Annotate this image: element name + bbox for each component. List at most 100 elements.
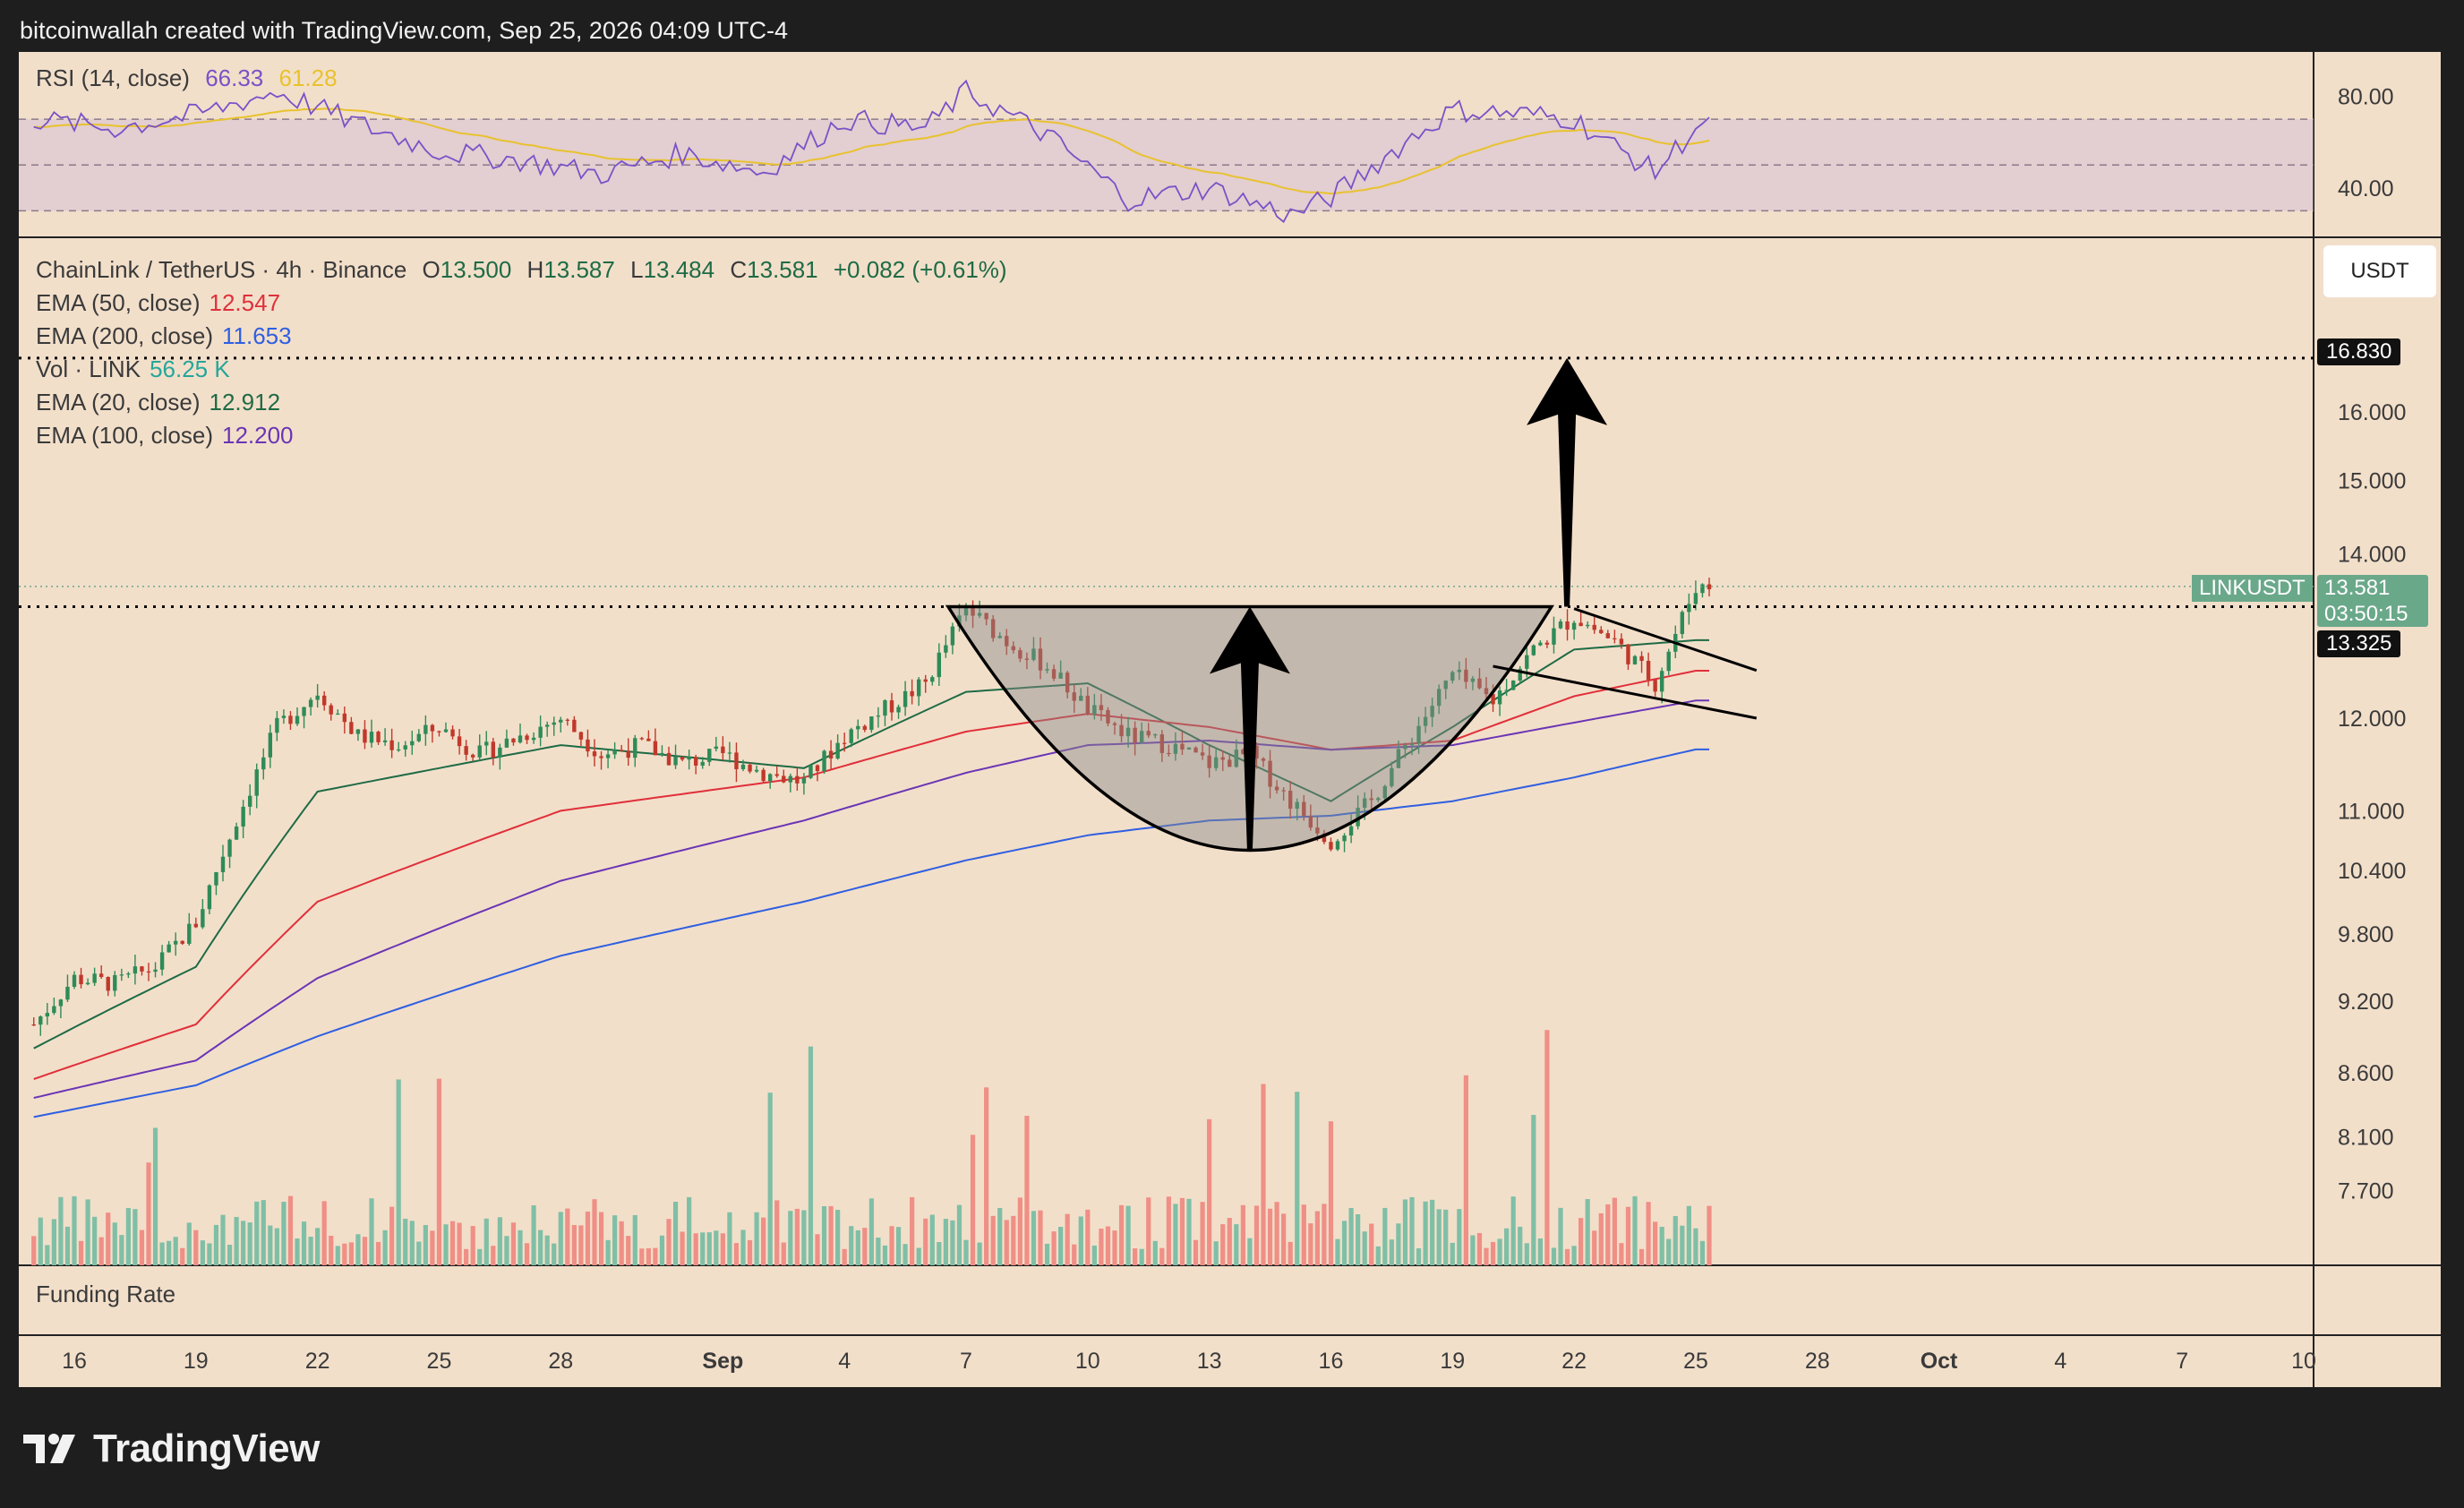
candle-body [633, 738, 637, 758]
volume-bar [1011, 1215, 1016, 1265]
candle-body [740, 764, 746, 769]
volume-bar [524, 1243, 530, 1265]
candle-body [1457, 669, 1462, 673]
candle-body [1396, 749, 1401, 768]
volume-bar [1179, 1197, 1185, 1265]
candle-body [45, 1013, 50, 1017]
candle-body [1207, 755, 1211, 768]
candle-body [1687, 604, 1691, 613]
candle-body [1571, 622, 1577, 630]
candle-body [714, 746, 719, 750]
volume-bar [544, 1235, 550, 1265]
candle-body [1322, 833, 1327, 843]
candle-body [382, 740, 388, 742]
candle-body [65, 986, 70, 1000]
ohlc-high: H13.587 [526, 256, 615, 283]
candle-body [207, 885, 212, 910]
candle-body [1693, 593, 1698, 604]
candle-body [559, 719, 563, 723]
volume-bar [335, 1246, 340, 1265]
volume-bar [72, 1195, 77, 1265]
candle-body [1646, 660, 1651, 681]
candle-body [1045, 669, 1049, 671]
candle-body [1051, 669, 1057, 679]
candle-body [767, 774, 773, 782]
price-tick-label: 11.000 [2338, 799, 2405, 824]
volume-bar [58, 1196, 64, 1265]
volume-bar [64, 1226, 71, 1265]
candle-body [92, 973, 97, 983]
volume-bar [1430, 1199, 1435, 1265]
volume-bar [693, 1233, 698, 1265]
volume-bar [700, 1232, 706, 1265]
candle-body [504, 738, 509, 748]
tradingview-brand[interactable]: TradingView [21, 1424, 320, 1474]
candle-body [349, 722, 354, 734]
time-tick-label: 7 [2176, 1349, 2188, 1374]
volume-bar [754, 1212, 759, 1265]
candle-body [167, 944, 171, 953]
volume-bar [895, 1227, 902, 1265]
volume-bar [1017, 1197, 1022, 1265]
chart-canvas[interactable]: 16.000 15.000 14.000 12.000 11.000 10.400 9.80… [19, 52, 2441, 1387]
candle-body [1484, 688, 1489, 695]
volume-bar [1031, 1211, 1037, 1265]
volume-bar [180, 1247, 185, 1265]
volume-bar [910, 1196, 915, 1265]
volume-bar [1173, 1204, 1178, 1265]
candle-body [1220, 757, 1225, 760]
volume-bar [308, 1237, 313, 1265]
volume-bar [1058, 1226, 1064, 1265]
candle-body [639, 738, 645, 740]
volume-bar [578, 1225, 584, 1265]
volume-bar [1065, 1213, 1070, 1265]
volume-bar [612, 1215, 618, 1265]
volume-bar [801, 1210, 807, 1265]
candle-countdown: 03:50:15 [2324, 602, 2408, 626]
volume-bar [733, 1243, 740, 1265]
candle-body [1228, 759, 1232, 767]
currency-badge[interactable]: USDT [2323, 245, 2436, 297]
volume-bar [659, 1235, 665, 1265]
candle-body [1626, 644, 1630, 664]
candle-body [1443, 681, 1448, 690]
volume-bar [565, 1208, 570, 1265]
candle-body [612, 750, 617, 755]
volume-bar [1638, 1248, 1645, 1265]
candle-body [1261, 758, 1266, 761]
funding-rate-label: Funding Rate [36, 1281, 176, 1307]
volume-bar [1402, 1199, 1408, 1265]
volume-bar [1666, 1238, 1672, 1265]
volume-bar [903, 1244, 908, 1265]
volume-bar [687, 1196, 692, 1265]
volume-bar [531, 1204, 536, 1265]
time-tick-label: 10 [1075, 1349, 1100, 1374]
candle-body [1079, 695, 1083, 701]
candle-body [275, 717, 279, 733]
volume-bar [1078, 1216, 1083, 1265]
candle-body [963, 606, 969, 616]
candle-body [984, 613, 988, 620]
candle-body [1538, 642, 1543, 646]
volume-bar [794, 1208, 800, 1265]
time-tick-label: 13 [1197, 1349, 1222, 1374]
candle-body [815, 765, 820, 772]
candle-body [1525, 655, 1529, 669]
candle-body [1613, 638, 1617, 639]
candle-body [544, 724, 550, 727]
candle-body [1565, 621, 1570, 630]
volume-bar [247, 1222, 252, 1265]
rsi-panel [19, 79, 2314, 224]
volume-bar [1125, 1205, 1131, 1265]
chart-frame[interactable]: 16.000 15.000 14.000 12.000 11.000 10.400 9.80… [19, 52, 2441, 1387]
rsi-line [33, 79, 1710, 224]
candle-body [1308, 816, 1313, 828]
candle-body [119, 974, 124, 976]
volume-bar [423, 1225, 428, 1265]
volume-bar [1476, 1232, 1483, 1265]
candle-body [38, 1016, 43, 1025]
candle-body [565, 719, 570, 721]
symbol-legend: ChainLink / TetherUS · 4h · Binance O13.… [36, 254, 1016, 285]
ema-line-3 [33, 748, 1709, 1118]
candle-body [1632, 655, 1638, 664]
